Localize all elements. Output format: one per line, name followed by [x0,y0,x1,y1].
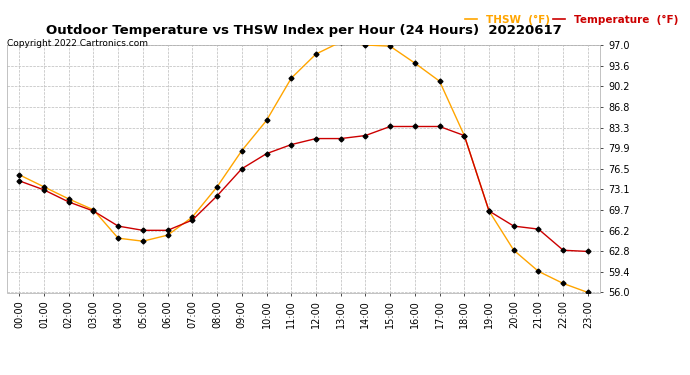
Text: Copyright 2022 Cartronics.com: Copyright 2022 Cartronics.com [7,39,148,48]
Text: Outdoor Temperature vs THSW Index per Hour (24 Hours)  20220617: Outdoor Temperature vs THSW Index per Ho… [46,24,562,38]
Legend: THSW  (°F), Temperature  (°F): THSW (°F), Temperature (°F) [465,15,678,25]
